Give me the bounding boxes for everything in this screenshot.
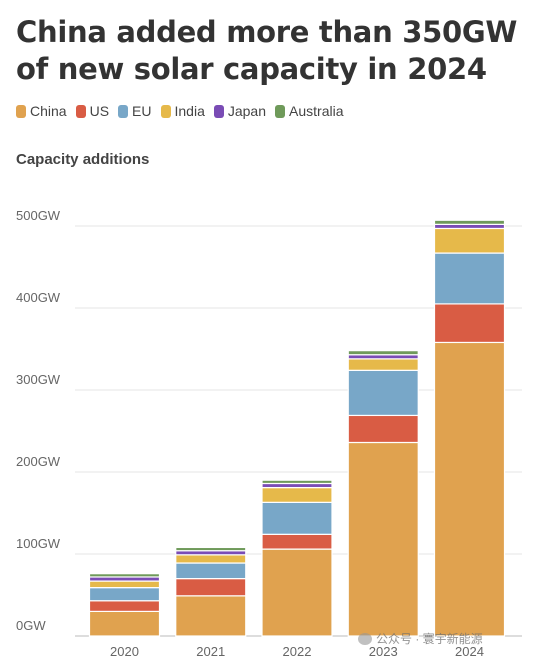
x-tick-label: 2024 — [455, 644, 484, 659]
bar-segment-eu-2021 — [175, 562, 247, 580]
y-tick-label: 200GW — [16, 454, 61, 469]
bar-segment-australia-2022 — [261, 479, 333, 485]
bar-segment-india-2023 — [347, 358, 419, 371]
bar-segment-china-2022 — [261, 548, 333, 637]
legend-swatch-eu — [118, 104, 129, 118]
chart-subtitle: Capacity additions — [16, 151, 150, 168]
legend: China US EU India Japan Australia — [16, 103, 343, 119]
x-tick-label: 2023 — [369, 644, 398, 659]
watermark-text: 公众号 · 寰宇新能源 — [376, 632, 483, 646]
legend-swatch-australia — [275, 104, 286, 118]
bar-segment-australia-2020 — [88, 573, 161, 578]
bar-segment-india-2021 — [175, 554, 247, 564]
watermark: 公众号 · 寰宇新能源 — [358, 630, 483, 647]
wechat-logo-icon — [358, 632, 372, 645]
chart-title: China added more than 350GW of new solar… — [16, 15, 518, 86]
legend-label: Australia — [289, 103, 344, 119]
legend-label: India — [174, 103, 205, 119]
bar-segment-australia-2024 — [433, 219, 506, 225]
x-tick-label: 2021 — [196, 644, 225, 659]
legend-swatch-china — [16, 104, 26, 118]
bar-segment-eu-2023 — [347, 369, 419, 417]
legend-item-eu: EU — [118, 103, 152, 119]
bar-segment-us-2020 — [88, 600, 161, 612]
y-tick-label: 0GW — [16, 618, 46, 633]
legend-item-china: China — [16, 103, 67, 119]
y-tick-label: 500GW — [16, 208, 61, 223]
y-tick-label: 300GW — [16, 372, 61, 387]
bar-segment-china-2021 — [175, 595, 247, 637]
bar-segment-china-2020 — [88, 610, 161, 637]
bar-segment-india-2024 — [433, 227, 506, 254]
bar-segment-eu-2020 — [88, 587, 161, 602]
bar-segment-china-2023 — [347, 441, 419, 637]
x-tick-label: 2020 — [110, 644, 139, 659]
bar-segment-australia-2021 — [175, 546, 247, 552]
legend-item-us: US — [75, 103, 110, 119]
legend-label: Japan — [227, 103, 267, 119]
bar-segment-us-2021 — [175, 577, 247, 597]
bar-segment-us-2023 — [347, 414, 419, 444]
legend-swatch-japan — [213, 104, 224, 118]
bar-segment-japan-2023 — [347, 354, 419, 360]
y-tick-label: 100GW — [16, 536, 61, 551]
bar-segment-japan-2022 — [261, 482, 333, 489]
legend-item-india: India — [160, 103, 205, 119]
legend-label: EU — [132, 103, 152, 119]
bar-segment-us-2024 — [433, 303, 506, 344]
x-tick-label: 2022 — [283, 644, 312, 659]
legend-item-japan: Japan — [213, 103, 267, 119]
legend-swatch-us — [75, 104, 86, 118]
legend-label: China — [30, 103, 67, 119]
legend-item-australia: Australia — [275, 103, 343, 119]
y-tick-label: 400GW — [16, 290, 61, 305]
bar-segment-us-2022 — [261, 533, 333, 550]
bar-segment-eu-2024 — [433, 252, 506, 305]
bar-segment-japan-2024 — [433, 223, 506, 230]
bar-segment-japan-2020 — [88, 576, 161, 582]
legend-label: US — [89, 103, 110, 119]
bar-segment-india-2022 — [261, 486, 333, 503]
legend-swatch-india — [160, 104, 171, 118]
bar-segment-eu-2022 — [261, 501, 333, 535]
bar-segment-india-2020 — [88, 580, 161, 589]
bar-segment-japan-2021 — [175, 550, 247, 556]
bar-segment-australia-2023 — [347, 350, 419, 356]
bar-segment-china-2024 — [433, 341, 506, 637]
